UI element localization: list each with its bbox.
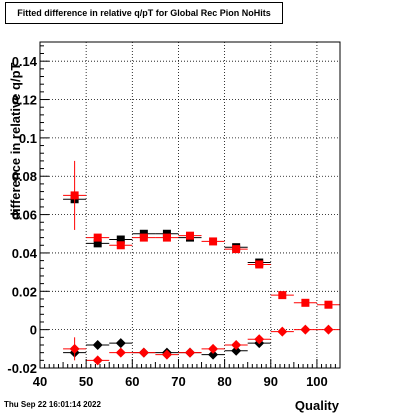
data-point: [92, 339, 103, 350]
data-point: [278, 291, 287, 300]
data-point: [254, 334, 265, 345]
data-point: [93, 239, 102, 248]
data-point: [161, 349, 172, 360]
grid: [40, 42, 340, 368]
data-point: [301, 298, 310, 307]
data-point: [231, 345, 242, 356]
data-point: [138, 347, 149, 358]
data-point: [232, 245, 241, 254]
data-series-1: [63, 195, 271, 267]
data-point: [208, 349, 219, 360]
y-tick-label: -0.02: [7, 361, 37, 376]
data-point: [70, 191, 79, 200]
x-tick-label: 50: [79, 374, 93, 389]
y-tick-label: 0: [30, 323, 37, 338]
data-point: [208, 343, 219, 354]
x-tick-label: 70: [171, 374, 185, 389]
data-point: [116, 235, 125, 244]
data-point: [116, 241, 125, 250]
plot-frame: [39, 41, 341, 369]
data-point: [115, 338, 126, 349]
data-series-2: [63, 160, 340, 309]
y-tick-label: 0.1: [19, 131, 37, 146]
x-tick-label: 40: [33, 374, 47, 389]
data-point: [162, 233, 171, 242]
y-tick-label: 0.04: [12, 246, 38, 261]
data-point: [185, 347, 195, 358]
data-point: [324, 300, 333, 309]
y-tick-label: 0.02: [12, 284, 37, 299]
data-point: [92, 355, 103, 366]
data-series-4: [63, 324, 340, 366]
y-tick-label: 0.12: [12, 93, 37, 108]
data-point: [69, 343, 80, 354]
x-tick-label: 100: [306, 374, 328, 389]
x-tick-label: 60: [125, 374, 139, 389]
chart-title: Fitted difference in relative q/pT for G…: [5, 2, 283, 24]
y-tick-label: 0.08: [12, 169, 37, 184]
data-point: [231, 339, 242, 350]
data-point: [115, 347, 126, 358]
data-point: [209, 237, 218, 246]
data-point: [255, 260, 264, 269]
data-point: [300, 324, 311, 335]
x-tick-label: 90: [264, 374, 278, 389]
x-axis-title: Quality: [295, 398, 340, 413]
data-point: [323, 324, 334, 335]
y-tick-label: 0.06: [12, 208, 37, 223]
data-point: [186, 231, 194, 240]
data-point: [93, 233, 102, 242]
data-point: [139, 233, 148, 242]
axes: 40 50 60 70 80 90 100 -0.02 0 0.02 0.04 0.06 0.08 0.1…: [7, 45, 341, 389]
x-tick-label: 80: [217, 374, 231, 389]
y-tick-label: 0.14: [12, 54, 38, 69]
data-point: [277, 326, 288, 337]
y-axis-title: difference in relative q/pT: [8, 62, 23, 220]
series-layer: [63, 160, 340, 366]
timestamp-label: Thu Sep 22 16:01:14 2022: [4, 400, 101, 409]
